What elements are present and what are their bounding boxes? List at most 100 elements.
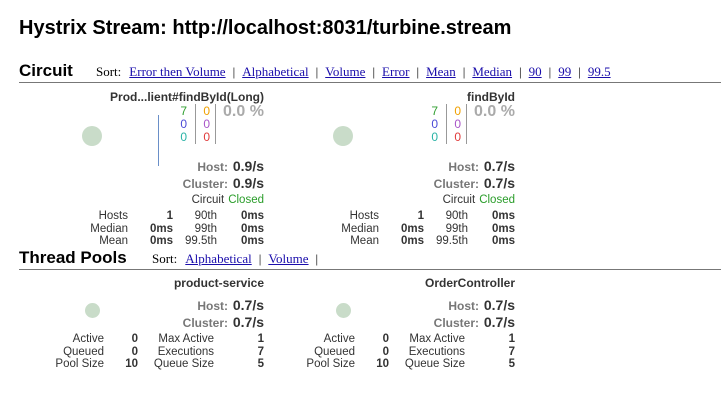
stat-label: Active bbox=[323, 333, 355, 345]
error-rate: 0.0 % bbox=[474, 103, 515, 120]
sort-link[interactable]: Median bbox=[472, 64, 513, 79]
success-count: 0 bbox=[431, 130, 438, 144]
cluster-rate: 0.7/s bbox=[232, 314, 264, 330]
separator: | bbox=[462, 64, 466, 79]
stat-label: Executions bbox=[408, 345, 465, 358]
sort-link[interactable]: 99.5 bbox=[587, 64, 611, 79]
separator: | bbox=[519, 64, 522, 79]
sort-link[interactable]: Alphabetical bbox=[242, 64, 309, 79]
stat-label: 99th bbox=[194, 222, 217, 235]
circuit-status: Closed bbox=[228, 194, 264, 206]
circuit-status: Closed bbox=[479, 194, 515, 206]
page-title: Hystrix Stream: http://localhost:8031/tu… bbox=[19, 17, 512, 39]
sort-link[interactable]: Error then Volume bbox=[129, 64, 226, 79]
stat-value: 7 bbox=[257, 345, 264, 358]
sort-bar: Sort: Alphabetical | Volume | bbox=[152, 252, 325, 265]
stat-value: 1 bbox=[417, 210, 424, 222]
pool-circle bbox=[336, 303, 351, 318]
stat-label: Active bbox=[72, 333, 104, 345]
separator: | bbox=[372, 64, 376, 79]
error-count: 0 bbox=[203, 104, 210, 118]
cluster-label: Cluster: bbox=[182, 316, 228, 330]
error-rate: 0.0 % bbox=[223, 103, 264, 120]
stat-value: 0 bbox=[131, 333, 138, 345]
sort-link[interactable]: Volume bbox=[325, 64, 366, 79]
sort-link[interactable]: Error bbox=[382, 64, 410, 79]
section-title: Thread Pools bbox=[19, 248, 127, 267]
separator: | bbox=[416, 64, 420, 79]
stat-value: 7 bbox=[508, 345, 515, 358]
stat-label: Mean bbox=[99, 235, 128, 247]
stat-value: 0ms bbox=[149, 222, 173, 235]
cluster-label: Cluster: bbox=[433, 177, 479, 191]
cluster-rate: 0.7/s bbox=[483, 175, 515, 191]
rate-line bbox=[158, 115, 159, 166]
stat-value: 0 bbox=[382, 333, 389, 345]
separator: | bbox=[258, 251, 262, 266]
success-count: 7 bbox=[431, 104, 438, 118]
circuit-name: findById bbox=[467, 90, 515, 104]
stat-value: 0 bbox=[131, 345, 138, 358]
stat-value: 1 bbox=[166, 210, 173, 222]
stat-label: Hosts bbox=[349, 210, 379, 222]
host-rate: 0.7/s bbox=[232, 297, 264, 313]
stat-label: 99.5th bbox=[436, 235, 468, 247]
sort-bar: Sort: Error then Volume | Alphabetical | Volu… bbox=[96, 65, 611, 78]
stat-value: 0ms bbox=[149, 235, 173, 247]
stat-label: Max Active bbox=[158, 333, 214, 345]
stat-value: 0ms bbox=[491, 235, 515, 247]
host-rate: 0.9/s bbox=[232, 158, 264, 174]
stat-value: 5 bbox=[257, 358, 264, 370]
pool-name: OrderController bbox=[424, 276, 515, 290]
stat-value: 0 bbox=[382, 345, 389, 358]
sort-link[interactable]: 99 bbox=[558, 64, 572, 79]
stat-value: 10 bbox=[125, 358, 138, 370]
stat-label: 99th bbox=[445, 222, 468, 235]
stat-label: Median bbox=[90, 222, 128, 235]
host-label: Host: bbox=[197, 299, 228, 313]
host-rate: 0.7/s bbox=[483, 297, 515, 313]
error-count: 0 bbox=[454, 117, 461, 131]
separator: | bbox=[548, 64, 552, 79]
stat-value: 1 bbox=[257, 333, 264, 345]
stat-value: 0ms bbox=[240, 235, 264, 247]
stat-label: Hosts bbox=[98, 210, 128, 222]
stat-label: Executions bbox=[157, 345, 214, 358]
stat-value: 0ms bbox=[491, 222, 515, 235]
circuit-state: Circuit Closed bbox=[192, 194, 264, 207]
stat-label: Pool Size bbox=[55, 358, 104, 370]
sort-link[interactable]: Volume bbox=[268, 251, 309, 266]
sort-link[interactable]: Mean bbox=[426, 64, 456, 79]
pool-name: product-service bbox=[173, 276, 264, 290]
stat-label: Queue Size bbox=[153, 358, 214, 370]
stat-label: Pool Size bbox=[306, 358, 355, 370]
error-count: 0 bbox=[454, 130, 461, 144]
sort-label: Sort: bbox=[96, 64, 122, 79]
error-count: 0 bbox=[203, 130, 210, 144]
sort-link[interactable]: Alphabetical bbox=[185, 251, 252, 266]
success-count: 0 bbox=[180, 130, 187, 144]
success-count: 7 bbox=[180, 104, 187, 118]
section-rule bbox=[19, 269, 721, 270]
host-label: Host: bbox=[197, 160, 228, 174]
error-count: 0 bbox=[454, 104, 461, 118]
host-label: Host: bbox=[448, 299, 479, 313]
circuit-circle bbox=[82, 126, 102, 146]
circuit-name: Prod...lient#findById(Long) bbox=[110, 90, 264, 104]
stat-value: 10 bbox=[376, 358, 389, 370]
stat-label: Queued bbox=[314, 345, 355, 358]
stat-value: 0ms bbox=[491, 210, 515, 222]
cluster-label: Cluster: bbox=[433, 316, 479, 330]
stat-label: 90th bbox=[194, 210, 217, 222]
stat-label: Queue Size bbox=[404, 358, 465, 370]
pool-circle bbox=[85, 303, 100, 318]
stat-value: 0ms bbox=[400, 222, 424, 235]
circuit-state: Circuit Closed bbox=[443, 194, 515, 207]
success-count: 0 bbox=[180, 117, 187, 131]
host-rate: 0.7/s bbox=[483, 158, 515, 174]
separator: | bbox=[578, 64, 581, 79]
stat-label: Median bbox=[341, 222, 379, 235]
sort-link[interactable]: 90 bbox=[528, 64, 542, 79]
stat-label: 90th bbox=[445, 210, 468, 222]
